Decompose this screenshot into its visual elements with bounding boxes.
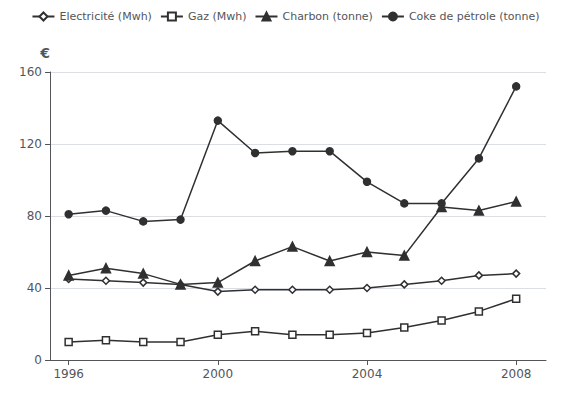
- svg-text:0: 0: [34, 353, 42, 367]
- svg-text:Gaz (Mwh): Gaz (Mwh): [188, 10, 247, 23]
- svg-text:160: 160: [19, 65, 42, 79]
- svg-text:120: 120: [19, 137, 42, 151]
- svg-text:40: 40: [27, 281, 42, 295]
- svg-text:2004: 2004: [352, 367, 383, 381]
- svg-text:Electricité (Mwh): Electricité (Mwh): [59, 10, 151, 23]
- svg-text:2000: 2000: [203, 367, 234, 381]
- svg-text:80: 80: [27, 209, 42, 223]
- svg-text:€: €: [39, 45, 50, 61]
- svg-text:2008: 2008: [501, 367, 532, 381]
- svg-text:1996: 1996: [53, 367, 84, 381]
- svg-text:Charbon (tonne): Charbon (tonne): [282, 10, 372, 23]
- svg-text:Coke de pétrole (tonne): Coke de pétrole (tonne): [409, 10, 540, 23]
